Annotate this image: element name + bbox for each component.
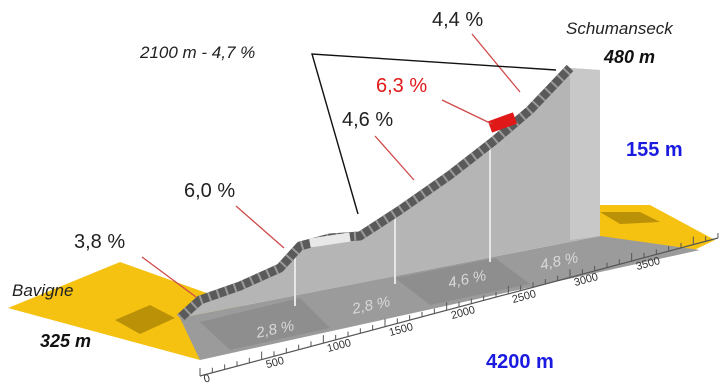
callout-line-6-3 — [441, 99, 493, 125]
segment-bracket — [311, 53, 557, 215]
grade-callout-4-4: 4,4 % — [432, 9, 484, 31]
grade-callout-6-3: 6,3 % — [376, 75, 428, 97]
start-road-stripes — [115, 305, 175, 334]
end-road-stripes — [600, 212, 660, 224]
grade-callout-4-6: 4,6 % — [342, 109, 394, 131]
start-name-label: Bavigne — [12, 281, 74, 300]
segment-callout: 2100 m - 4,7 % — [140, 43, 256, 62]
callout-line-4-6 — [374, 135, 415, 181]
callout-line-6-0 — [235, 205, 285, 249]
distance-axis-ticks — [199, 233, 719, 376]
steepest-segment — [487, 112, 518, 133]
grade-callout-6-0: 6,0 % — [184, 180, 236, 202]
start-elevation-label: 325 m — [40, 331, 92, 351]
total-length-label: 4200 m — [486, 351, 554, 373]
profile-front-face — [180, 68, 600, 318]
grade-callout-3-8: 3,8 % — [74, 231, 126, 253]
light-road-segment — [309, 232, 351, 248]
callout-line-3-8 — [141, 256, 197, 298]
profile-end-face — [570, 68, 600, 240]
profile-floor-band-1 — [200, 298, 330, 350]
profile-floor-band-3 — [395, 258, 530, 305]
summit-name-label: Schumanseck — [566, 19, 673, 38]
height-gain-label: 155 m — [626, 139, 683, 161]
summit-elevation-label: 480 m — [604, 47, 656, 67]
callout-line-4-4 — [471, 33, 521, 93]
